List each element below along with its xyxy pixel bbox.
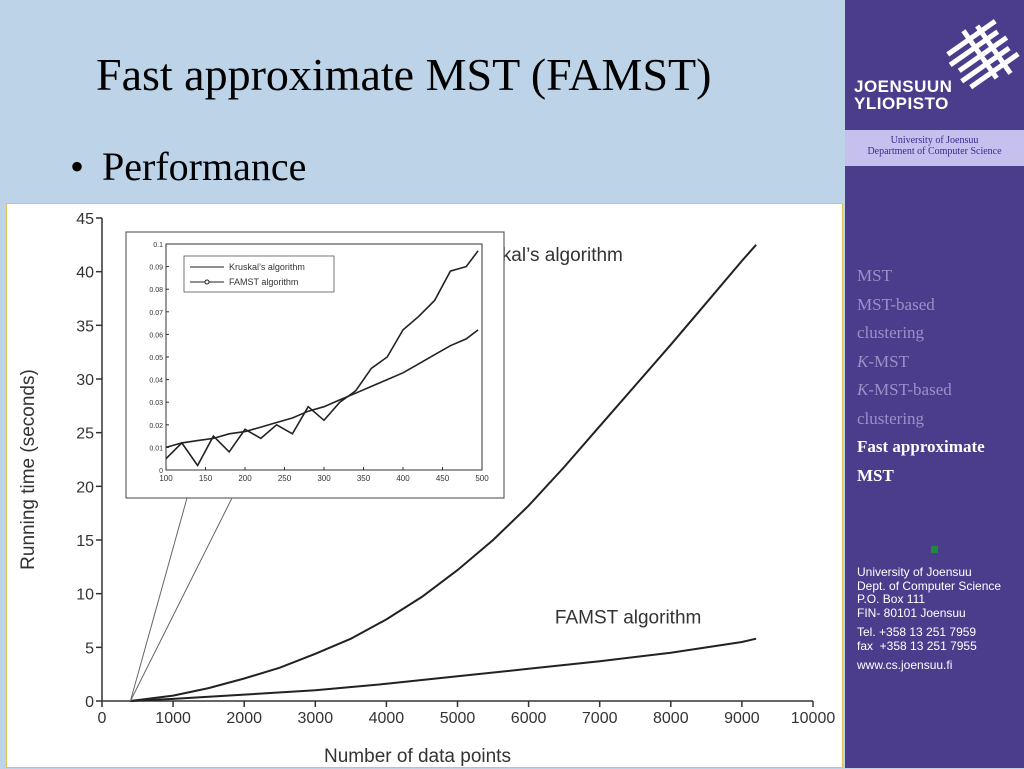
x-tick-label: 6000 (511, 710, 547, 727)
bullet-icon: • (70, 144, 85, 189)
slide-area: Fast approximate MST (FAMST) • Performanc… (6, 49, 843, 768)
contact-website-link[interactable]: www.cs.joensuu.fi (857, 658, 953, 672)
y-tick-label: 5 (85, 640, 94, 657)
university-band: University of Joensuu Department of Comp… (845, 130, 1024, 166)
nav-item-prefix: K (857, 380, 869, 399)
nav-item-6[interactable]: Fast approximate (857, 433, 1022, 462)
inset-y-tick-label: 0.03 (149, 400, 163, 407)
slide-title: Fast approximate MST (FAMST) (96, 49, 712, 100)
green-bullet-icon (931, 546, 938, 553)
university-name: University of Joensuu (890, 135, 979, 146)
nav-item-label: MST (857, 266, 892, 285)
inset-y-tick-label: 0.09 (149, 265, 163, 272)
x-tick-label: 4000 (369, 710, 405, 727)
contact-pobox: P.O. Box 111 (857, 592, 926, 606)
inset-y-tick-label: 0.04 (149, 378, 163, 385)
y-tick-label: 15 (76, 533, 94, 550)
contact-tel: Tel. +358 13 251 7959 (857, 625, 977, 639)
bullet-item: • Performance (70, 143, 306, 190)
y-tick-label: 20 (76, 479, 94, 496)
nav-item-0[interactable]: MST (857, 262, 1022, 291)
legend-famst-marker (204, 279, 210, 285)
inset-y-tick-label: 0.05 (149, 355, 163, 362)
inset-x-tick-label: 100 (159, 474, 173, 483)
inset-x-tick-label: 400 (396, 474, 410, 483)
nav-item-3[interactable]: K-MST (857, 348, 1022, 377)
x-tick-label: 5000 (440, 710, 476, 727)
nav-item-5[interactable]: clustering (857, 405, 1022, 434)
contact-city: FIN- 80101 Joensuu (857, 605, 966, 620)
inset-x-tick-label: 500 (475, 474, 489, 483)
nav-item-4[interactable]: K-MST-based (857, 376, 1022, 405)
series-line-1 (130, 637, 757, 702)
nav-item-label: MST (857, 465, 894, 485)
logo-text: JOENSUUN YLIOPISTO (854, 78, 952, 112)
nav-item-label: clustering (857, 323, 925, 342)
legend-kruskal-label: Kruskal’s algorithm (229, 262, 305, 272)
x-tick-label: 10000 (791, 710, 836, 727)
callout-line (129, 497, 233, 702)
nav-item-label: -MST (868, 351, 909, 371)
x-axis-label: Number of data points (324, 746, 511, 767)
nav-item-prefix: K (857, 351, 869, 371)
y-tick-label: 45 (76, 211, 94, 228)
x-tick-label: 7000 (582, 710, 618, 727)
contact-fax: fax +358 13 251 7955 (857, 638, 977, 653)
bullet-text: Performance (102, 144, 307, 189)
logo-mark-icon (946, 19, 1020, 90)
university-logo: JOENSUUN YLIOPISTO (845, 0, 1024, 128)
x-tick-label: 3000 (298, 710, 334, 727)
performance-chart: 0 1000 2000 3000 4000 5000 6000 7000 8000 9000 100… (6, 203, 843, 768)
inset-y-tick-label: 0.1 (153, 242, 163, 249)
x-tick-label: 0 (98, 710, 107, 727)
inset-x-tick-label: 250 (278, 474, 292, 483)
contact-department: Dept. of Computer Science (857, 578, 1002, 593)
inset-y-tick-label: 0.07 (149, 310, 163, 317)
inset-series-line-0 (165, 250, 479, 468)
department-name: Department of Computer Science (867, 146, 1002, 157)
y-tick-label: 30 (76, 372, 94, 389)
x-tick-label: 2000 (226, 710, 262, 727)
inset-y-tick-label: 0.02 (149, 423, 163, 430)
legend-famst-label: FAMST algorithm (229, 277, 298, 287)
y-tick-label: 10 (76, 587, 94, 604)
x-tick-label: 9000 (724, 710, 760, 727)
nav-item-7[interactable]: MST (857, 462, 1022, 491)
y-tick-label: 40 (76, 265, 94, 282)
inset-series-line-1 (165, 329, 479, 449)
famst-series-label: FAMST algorithm (555, 608, 701, 629)
y-tick-label: 0 (85, 694, 94, 711)
inset-x-tick-label: 150 (199, 474, 213, 483)
x-tick-label: 1000 (155, 710, 191, 727)
inset-y-tick-label: 0 (159, 468, 163, 475)
y-tick-label: 35 (76, 318, 94, 335)
nav-item-2[interactable]: clustering (857, 319, 1022, 348)
inset-x-tick-label: 350 (357, 474, 371, 483)
x-tick-label: 8000 (653, 710, 689, 727)
inset-x-tick-label: 200 (238, 474, 252, 483)
inset-y-tick-label: 0.08 (149, 287, 163, 294)
nav-item-label: MST-based (857, 294, 935, 314)
slide-navigation: MST MST-based clustering K-MST K-MST-based cl… (857, 262, 1022, 490)
y-tick-label: 25 (76, 426, 94, 443)
inset-legend (183, 255, 335, 293)
inset-x-tick-label: 450 (436, 474, 450, 483)
logo-line-1: JOENSUUN (854, 77, 953, 96)
contact-university: University of Joensuu (857, 565, 972, 579)
sidebar: JOENSUUN YLIOPISTO University of Joensuu… (845, 0, 1024, 768)
series-line-0 (130, 244, 757, 702)
inset-x-tick-label: 300 (317, 474, 331, 483)
contact-info: University of Joensuu Dept. of Computer … (857, 565, 1002, 673)
inset-y-tick-label: 0.01 (149, 445, 163, 452)
chart-svg: 0 1000 2000 3000 4000 5000 6000 7000 8000 9000 100… (18, 211, 836, 767)
nav-item-label: Fast approximate (857, 437, 985, 456)
y-axis-label: Running time (seconds) (18, 369, 39, 570)
nav-item-1[interactable]: MST-based (857, 291, 1022, 320)
logo-line-2: YLIOPISTO (854, 94, 949, 113)
inset-y-tick-label: 0.06 (149, 332, 163, 339)
nav-item-label: clustering (857, 408, 925, 428)
callout-line (129, 497, 188, 702)
nav-item-label: -MST-based (868, 380, 952, 399)
